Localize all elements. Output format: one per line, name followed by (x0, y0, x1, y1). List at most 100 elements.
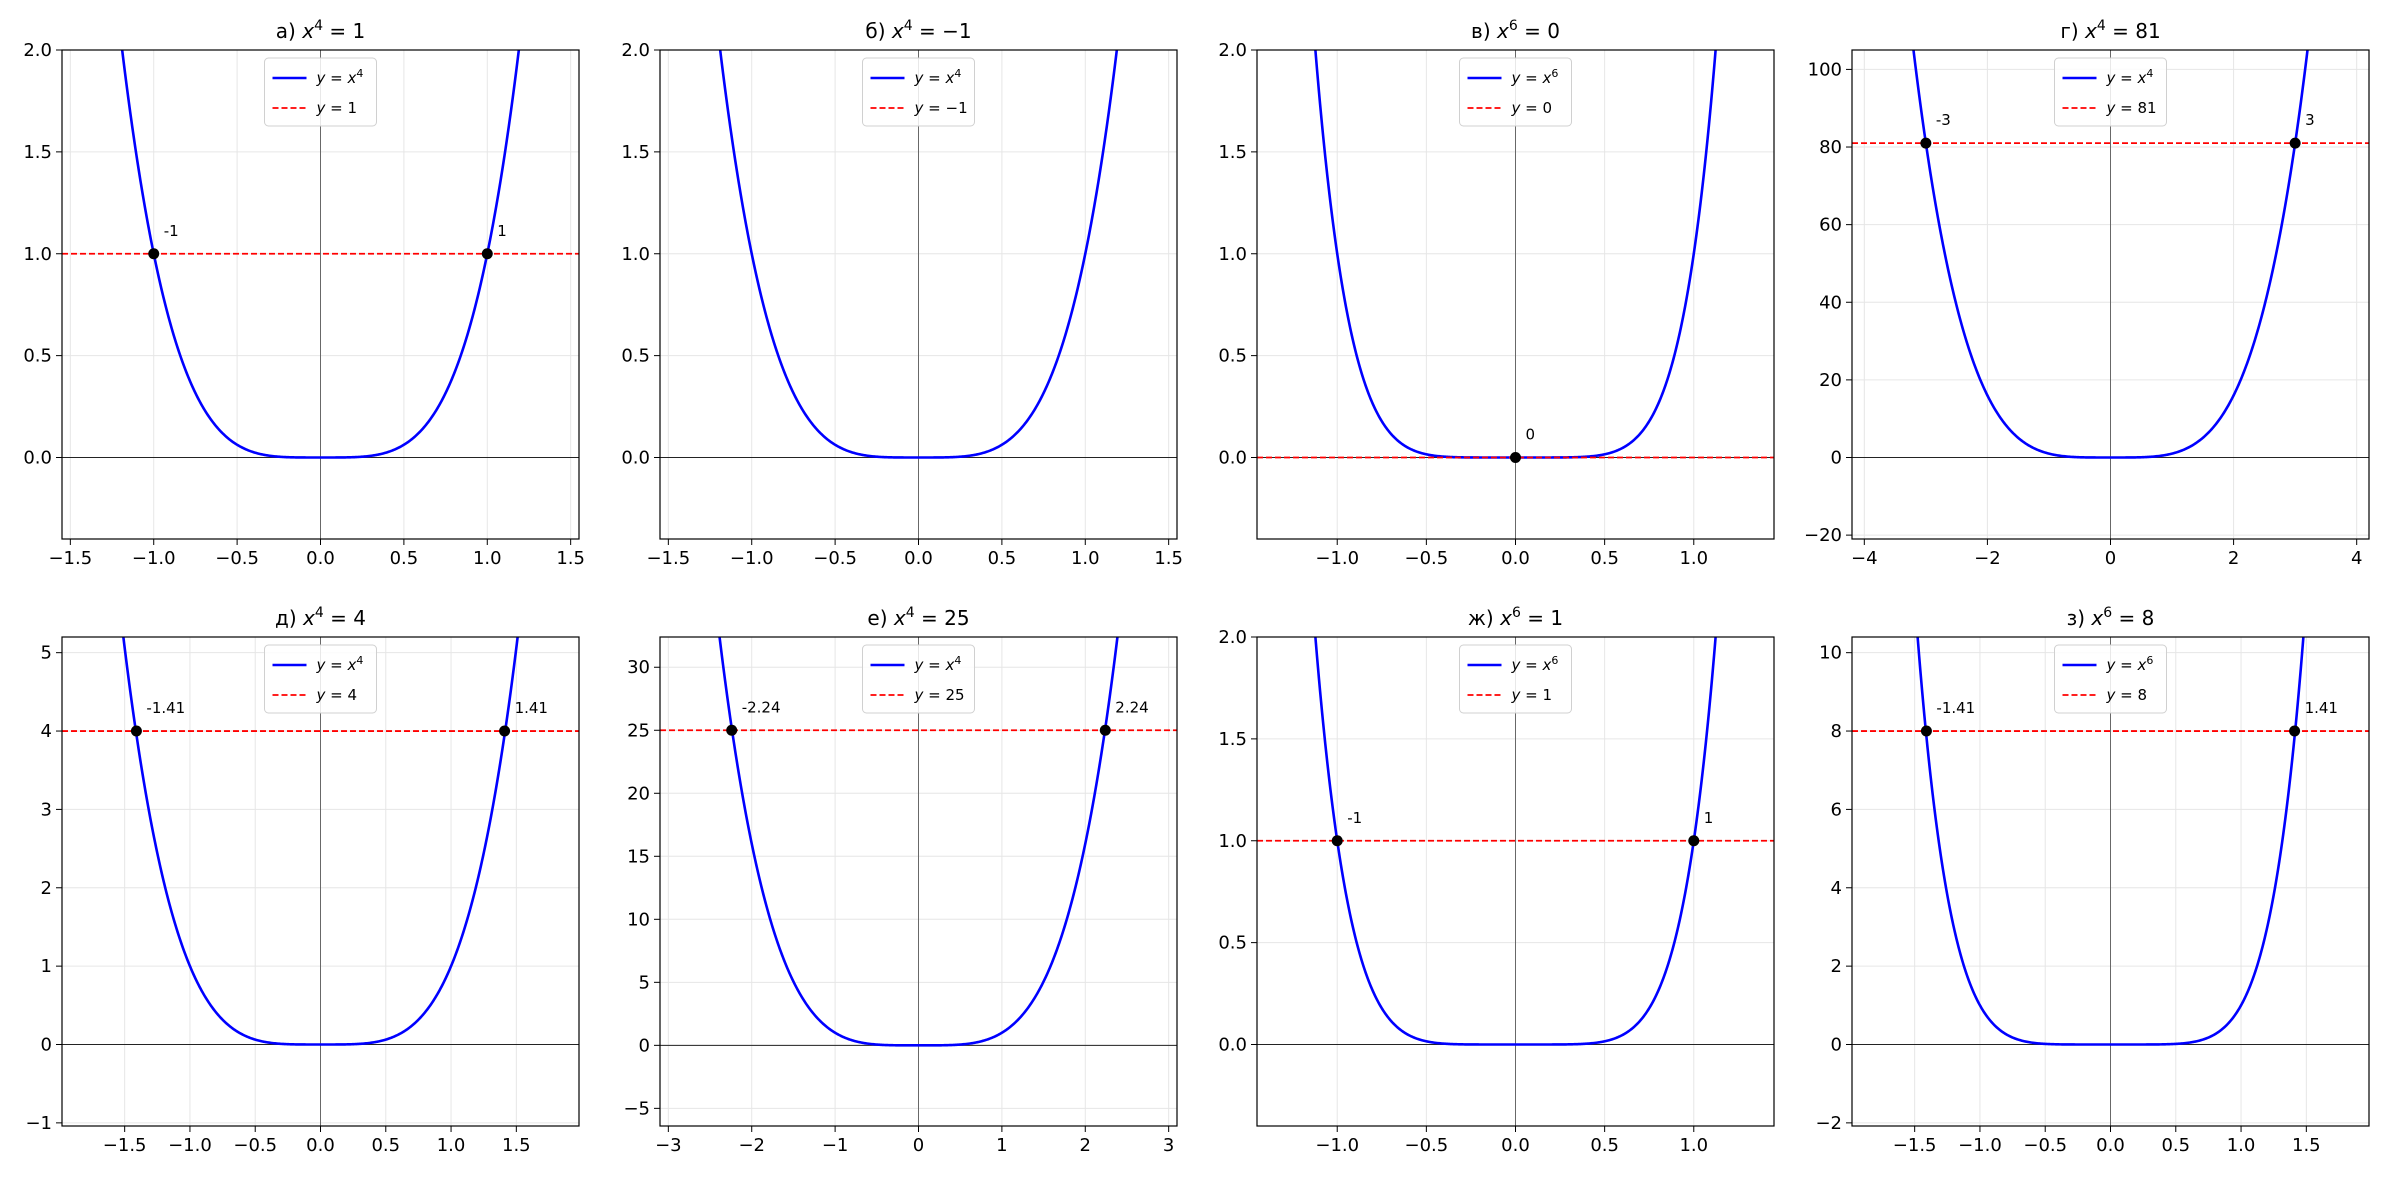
x-tick-label: 1.0 (1071, 548, 1100, 569)
y-tick-label: 30 (627, 657, 650, 678)
y-tick-label: 0 (41, 1035, 52, 1056)
x-tick-label: −1.0 (132, 548, 176, 569)
root-marker (1510, 452, 1521, 463)
text-span: = (325, 69, 347, 87)
text-span: = (325, 686, 347, 704)
y-tick-label: 20 (1819, 370, 1842, 391)
text-span: y (316, 69, 327, 87)
root-label: -1.41 (1936, 699, 1975, 717)
subplot-title: з) x6 = 8 (2067, 605, 2155, 630)
legend-label-hline: y = 4 (316, 686, 358, 704)
y-tick-label: 10 (627, 909, 650, 930)
text-span: в) (1471, 19, 1497, 43)
text-span: x (301, 19, 314, 43)
x-tick-label: 2 (2228, 548, 2239, 569)
text-span: = (1520, 69, 1542, 87)
series-curve (120, 50, 521, 459)
text-span: = (325, 99, 347, 117)
root-marker (1331, 835, 1343, 847)
x-tick-label: 0.5 (2161, 1135, 2190, 1156)
text-span: 6 (1509, 18, 1518, 34)
text-span: −1 (942, 19, 971, 43)
y-tick-label: 2.0 (23, 40, 52, 61)
root-label: -1.41 (146, 699, 185, 717)
text-span: y (914, 686, 925, 704)
y-tick-label: 1.0 (1218, 831, 1247, 852)
text-span: = (923, 686, 945, 704)
text-span: y (316, 686, 327, 704)
text-span: 25 (946, 686, 965, 704)
text-span: 4 (356, 67, 363, 80)
text-span: = (2115, 69, 2137, 87)
y-tick-label: 1.0 (621, 244, 650, 265)
text-span: = (1520, 99, 1542, 117)
x-tick-label: −1.0 (1315, 548, 1359, 569)
y-tick-label: 0.5 (23, 346, 52, 367)
legend: y = x4y = 4 (264, 644, 377, 714)
subplot-8: -1.41 1.41 −1.5 −1.0 −0.5 0.0 0.5 1.0 1.5 −2 0 2 4 6 8… (1815, 605, 2370, 1156)
y-tick-label: 25 (627, 720, 650, 741)
y-tick-label: 40 (1819, 292, 1842, 313)
x-tick-label: 0.5 (988, 548, 1017, 569)
legend-box (1459, 644, 1572, 714)
x-tick-label: 1.0 (2227, 1135, 2256, 1156)
legend-box (264, 57, 377, 127)
x-tick-label: −1.5 (48, 548, 92, 569)
text-span: 6 (1551, 67, 1558, 80)
x-tick-label: 1.0 (473, 548, 502, 569)
x-tick-label: −2 (1974, 548, 2001, 569)
y-tick-label: 1.0 (23, 244, 52, 265)
x-tick-label: −1.0 (730, 548, 774, 569)
text-span: = (1520, 686, 1542, 704)
text-span: = (324, 606, 353, 630)
series-curve (1916, 637, 2305, 1046)
text-span: = (923, 69, 945, 87)
text-span: y (2106, 656, 2117, 674)
legend-label-curve: y = x6 (2106, 654, 2154, 674)
legend-label-curve: y = x4 (914, 654, 962, 674)
y-tick-label: 1.5 (1218, 142, 1247, 163)
x-tick-label: −1 (822, 1135, 849, 1156)
y-tick-label: 2.0 (1218, 627, 1247, 648)
x-tick-label: 0 (913, 1135, 924, 1156)
y-tick-label: 10 (1819, 643, 1842, 664)
y-tick-label: 15 (627, 846, 650, 867)
legend-label-hline: y = 25 (914, 686, 965, 704)
legend-label-hline: y = 1 (316, 99, 358, 117)
text-span: x (2084, 19, 2097, 43)
legend-label-hline: y = 0 (1511, 99, 1553, 117)
x-tick-label: −4 (1851, 548, 1878, 569)
text-span: −1 (946, 99, 968, 117)
y-tick-label: 6 (1831, 799, 1842, 820)
series-curve (122, 637, 519, 1046)
text-span: y (2106, 686, 2117, 704)
x-tick-label: 0.0 (1501, 1135, 1530, 1156)
text-span: 4 (356, 654, 363, 667)
x-tick-label: 1.5 (2292, 1135, 2321, 1156)
text-span: 6 (1512, 605, 1521, 621)
x-tick-label: −0.5 (1405, 548, 1449, 569)
text-span: = (1520, 656, 1542, 674)
text-span: = (1521, 606, 1550, 630)
text-span: x (2090, 606, 2103, 630)
text-span: x (2137, 656, 2147, 674)
text-span: = (2115, 686, 2137, 704)
text-span: 4 (904, 18, 913, 34)
legend: y = x4y = 1 (264, 57, 377, 127)
root-marker (2289, 137, 2301, 149)
root-label: -1 (164, 222, 179, 240)
text-span: = (325, 656, 347, 674)
root-marker (1099, 724, 1111, 736)
root-label: 2.24 (1115, 698, 1148, 716)
text-span: = (915, 606, 944, 630)
y-tick-label: 0 (1831, 448, 1842, 469)
y-tick-label: 0.0 (621, 448, 650, 469)
text-span: x (945, 69, 955, 87)
subplot-2: −1.5 −1.0 −0.5 0.0 0.5 1.0 1.5 0.0 0.5 1.0 1.5 2.0 б… (621, 18, 1183, 569)
legend: y = x6y = 8 (2054, 644, 2167, 714)
x-tick-label: −1.5 (646, 548, 690, 569)
legend-box (264, 644, 377, 714)
x-tick-label: −0.5 (1405, 1135, 1449, 1156)
